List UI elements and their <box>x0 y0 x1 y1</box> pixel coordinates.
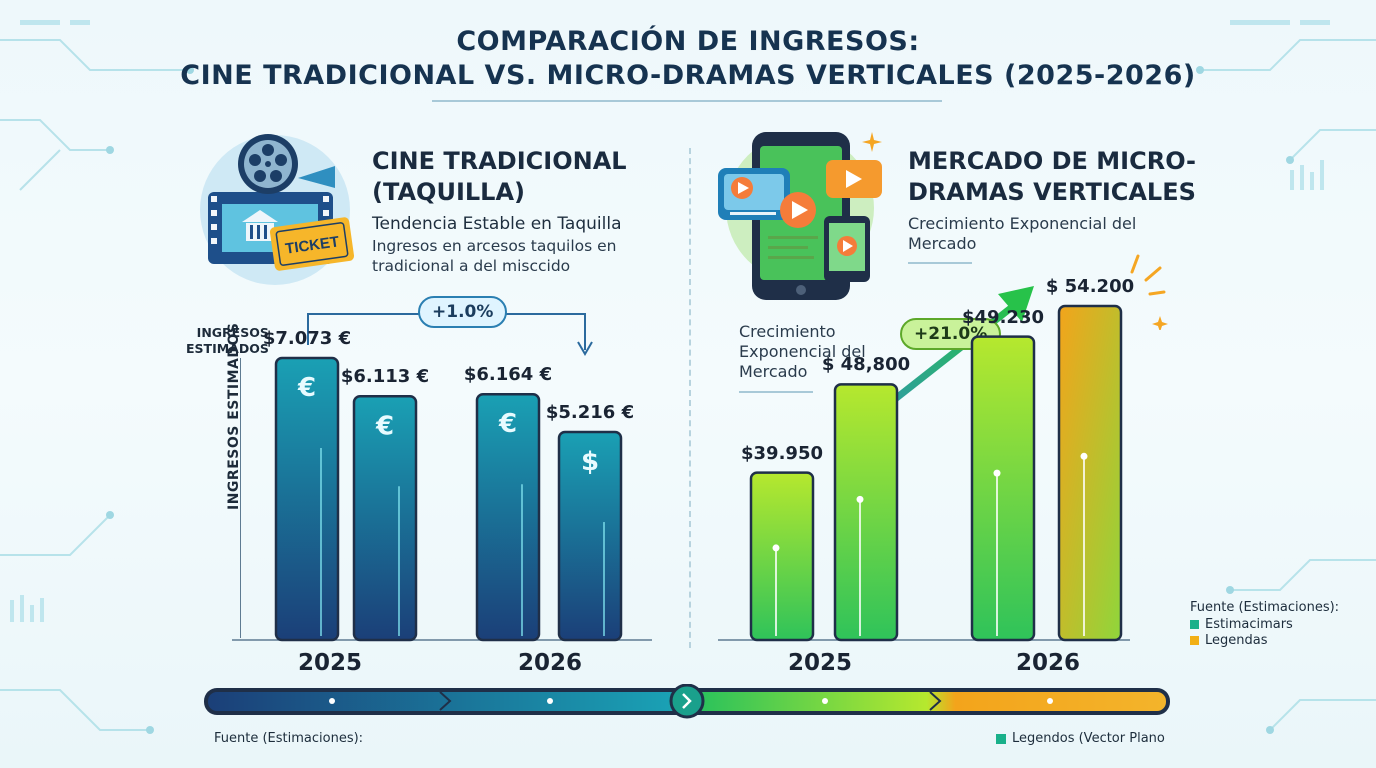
cinema-bar-label-1: $7.073 € <box>262 328 352 349</box>
micro-bar-label-2: $ 48,800 <box>821 354 911 376</box>
footer-legend-swatch <box>996 733 1006 744</box>
cinema-bar-label-2: $6.113 € <box>340 366 430 388</box>
cinema-bar-label-4: $5.216 € <box>545 402 635 424</box>
timeline-bar <box>204 684 1170 719</box>
currency-icon: € <box>297 373 316 403</box>
micro-bar-1 <box>749 471 815 642</box>
micro-bar-4 <box>1057 304 1123 642</box>
micro-bar-label-1: $39.950 <box>741 442 823 464</box>
growth-badge-cinema: +1.0% <box>418 296 508 328</box>
micro-bar-dot-1 <box>772 544 780 552</box>
left-heading-line-1: CINE TRADICIONAL <box>372 147 627 175</box>
micro-bar-dot-2 <box>856 495 864 503</box>
legend-label-1: Estimacimars <box>1205 617 1293 632</box>
left-desc-line-2: tradicional a del misccido <box>372 257 571 275</box>
right-subtitle-line-2: Mercado <box>908 234 977 253</box>
legend-swatch-1 <box>1190 620 1199 629</box>
footer-source: Fuente (Estimaciones): <box>214 731 364 746</box>
legend-item-2: Legendas <box>1190 633 1268 648</box>
micro-bar-2 <box>833 383 899 642</box>
left-heading-line-2: (TAQUILLA) <box>372 178 525 206</box>
currency-icon: € <box>375 411 394 441</box>
cinema-bar-1 <box>274 356 340 642</box>
y-axis-line <box>240 358 241 638</box>
right-note-line-1: Crecimiento <box>739 322 836 341</box>
footer-legend-label: Legendos (Vector Plano <box>1012 731 1165 746</box>
cinema-bar-4 <box>557 430 623 642</box>
footer-legend: Legendos (Vector Plano <box>996 731 1165 746</box>
right-note-line-3: Mercado <box>739 362 808 381</box>
cinema-bar-3 <box>475 392 541 642</box>
right-note-line-2: Exponencial del <box>739 342 866 361</box>
title-underline <box>432 100 942 102</box>
growth-badge-micro: +21.0% <box>900 318 1002 350</box>
y-axis-label-top-line-1: INGRESOS <box>196 325 269 340</box>
film-ticket-icon: TICKET <box>200 134 355 285</box>
page-title-line-2: CINE TRADICIONAL VS. MICRO-DRAMAS VERTIC… <box>180 60 1196 91</box>
legend-label-2: Legendas <box>1205 633 1268 648</box>
page-title-line-1: COMPARACIÓN DE INGRESOS: <box>456 26 920 57</box>
right-note-underline <box>739 391 813 393</box>
x-tick-right-2025: 2025 <box>787 650 853 676</box>
currency-icon: € <box>498 409 517 439</box>
right-subtitle-line-1: Crecimiento Exponencial del <box>908 214 1137 233</box>
cinema-bar-label-3: $6.164 € <box>463 364 553 386</box>
left-subtitle: Tendencia Estable en Taquilla <box>372 214 622 234</box>
micro-bar-3 <box>970 335 1036 642</box>
y-axis-label-top-line-2: ESTIMADOS <box>186 341 269 356</box>
cinema-bar-2 <box>352 395 418 642</box>
currency-icon: $ <box>581 447 599 477</box>
micro-bar-dot-3 <box>993 469 1001 477</box>
sparkle-icon <box>1130 254 1168 330</box>
right-heading-line-1: MERCADO DE MICRO- <box>908 147 1197 175</box>
left-desc-line-1: Ingresos en arcesos taquilos en <box>372 237 617 255</box>
micro-bar-dot-4 <box>1080 452 1088 460</box>
x-tick-left-2026: 2026 <box>517 650 583 676</box>
legend-title: Fuente (Estimaciones): <box>1190 600 1340 615</box>
x-tick-left-2025: 2025 <box>297 650 363 676</box>
x-tick-right-2026: 2026 <box>1015 650 1081 676</box>
right-subtitle-underline <box>908 262 972 264</box>
mobile-video-icon <box>718 132 882 300</box>
legend-swatch-2 <box>1190 636 1199 645</box>
micro-bar-label-3: $49.230 <box>962 306 1044 328</box>
y-axis-label-top: INGRESOS ESTIMADOS <box>186 325 269 357</box>
legend-item-1: Estimacimars <box>1190 617 1293 632</box>
section-divider <box>689 148 691 648</box>
micro-bar-label-4: $ 54.200 <box>1045 276 1135 297</box>
right-heading-line-2: DRAMAS VERTICALES <box>908 178 1196 206</box>
